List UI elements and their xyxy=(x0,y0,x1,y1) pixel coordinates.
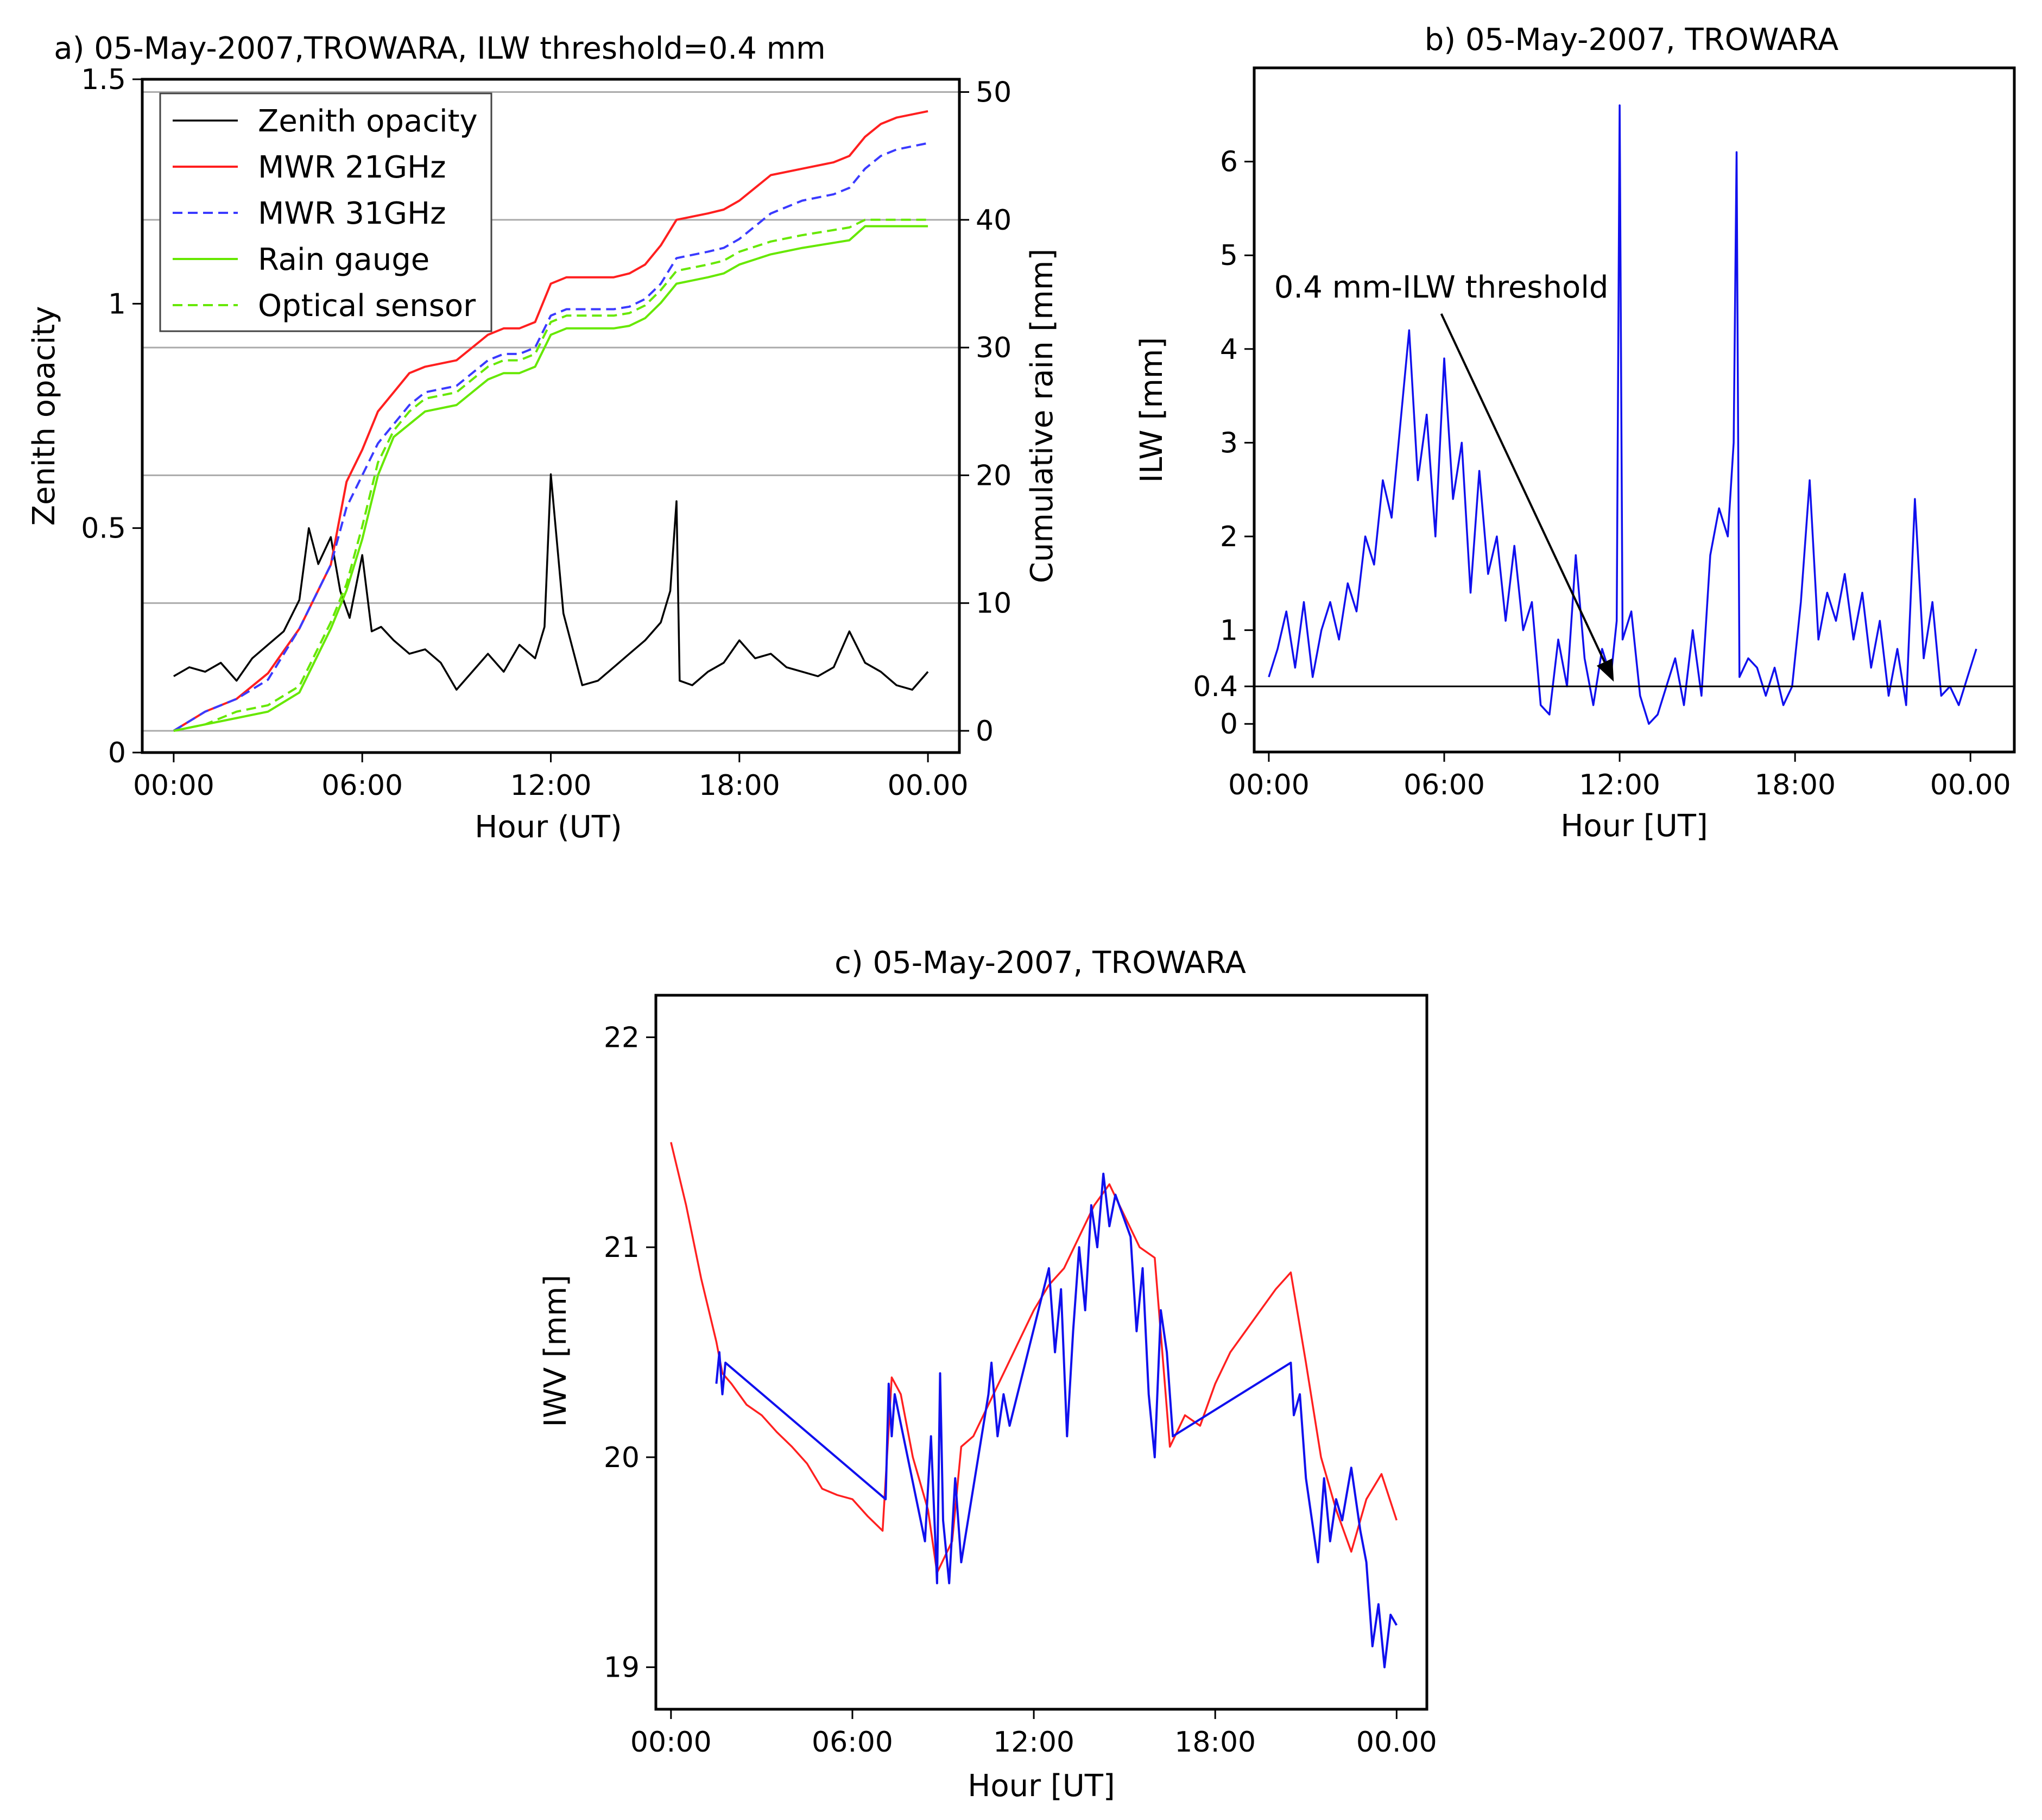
panel-c-xtick-tick-label-3: 18:00 xyxy=(1174,1726,1256,1759)
panel-b-frame xyxy=(1253,66,2016,754)
panel-a-ytick-tick-label-0: 0 xyxy=(108,737,126,769)
legend-label-mwr-21ghz: MWR 21GHz xyxy=(258,150,446,185)
panel-b-series xyxy=(1268,104,1977,725)
series-ilw xyxy=(1268,104,1977,725)
panel-a-y2tick-tick-label-0: 0 xyxy=(976,715,994,748)
threshold-annotation: 0.4 mm-ILW threshold xyxy=(1274,270,1614,682)
legend-label-rain-gauge: Rain gauge xyxy=(258,242,429,277)
panel-a-xtick-tick-label-0: 00:00 xyxy=(133,769,214,802)
panel-a-left-axis: 0 0.5 1 1.5 xyxy=(81,64,142,769)
panel-a-ytick-tick-label-0-5: 0.5 xyxy=(81,513,126,545)
panel-c-xtick-tick-label-4: 00.00 xyxy=(1356,1726,1437,1759)
panel-b-xtick-tick-label-0: 00:00 xyxy=(1228,769,1310,801)
panel-b-ytick-tick-label-5: 5 xyxy=(1220,239,1238,272)
panel-c-xtick-tick-label-0: 00:00 xyxy=(630,1726,712,1759)
panel-a-ylabel: Zenith opacity xyxy=(27,306,62,526)
panel-a-y2label: Cumulative rain [mm] xyxy=(1025,249,1060,583)
legend-entry-zenith-opacity: Zenith opacity xyxy=(173,104,478,139)
panel-b-ytick-tick-label-0: 0 xyxy=(1220,708,1238,741)
series-mwr-21ghz xyxy=(173,110,928,732)
threshold-annotation-arrow xyxy=(1440,313,1606,663)
panel-b-ylabel: ILW [mm] xyxy=(1134,337,1169,483)
panel-a-title: a) 05-May-2007,TROWARA, ILW threshold=0.… xyxy=(54,31,825,66)
panel-b-xtick-tick-label-1: 06:00 xyxy=(1404,769,1485,801)
panel-c-ytick-tick-label-19: 19 xyxy=(604,1652,640,1684)
panel-a-xlabel: Hour (UT) xyxy=(475,810,622,845)
panel-c-xtick-tick-label-2: 12:00 xyxy=(993,1726,1074,1759)
panel-a-xtick-tick-label-2: 12:00 xyxy=(510,769,592,802)
panel-a-y2tick-tick-label-10: 10 xyxy=(976,587,1011,620)
panel-b-xtick-tick-label-2: 12:00 xyxy=(1579,769,1660,801)
legend-entry-mwr-21ghz: MWR 21GHz xyxy=(173,150,446,185)
legend-label-optical-sensor: Optical sensor xyxy=(258,288,476,324)
legend-entry-mwr-31ghz: MWR 31GHz xyxy=(173,196,446,231)
panel-c-ytick-tick-label-21: 21 xyxy=(604,1231,640,1264)
series-zenith-opacity xyxy=(173,473,929,691)
panel-b: b) 05-May-2007, TROWARA 0.4 mm-ILW thres… xyxy=(1134,22,2016,844)
panel-c-ylabel: IWV [mm] xyxy=(538,1275,573,1427)
panel-c-x-axis: 00:00 06:00 12:00 18:00 00.00 xyxy=(630,1709,1437,1759)
panel-b-ytick-tick-label-0-4: 0.4 xyxy=(1193,671,1238,703)
panel-a-x-axis: 00:00 06:00 12:00 18:00 00.00 xyxy=(133,753,969,802)
legend-label-zenith-opacity: Zenith opacity xyxy=(258,104,478,139)
panel-b-ytick-tick-label-4: 4 xyxy=(1220,333,1238,366)
panel-a-legend: Zenith opacity MWR 21GHz MWR 31GHz Rain … xyxy=(159,92,492,332)
panel-c-title: c) 05-May-2007, TROWARA xyxy=(834,945,1246,981)
panel-a-y2tick-tick-label-30: 30 xyxy=(976,332,1011,364)
panel-c-frame xyxy=(654,994,1428,1711)
series-iwv-clear xyxy=(670,1142,1398,1574)
panel-a-xtick-tick-label-4: 00.00 xyxy=(888,769,969,802)
panel-a-ytick-tick-label-1-5: 1.5 xyxy=(81,64,126,96)
panel-b-ytick-tick-label-1: 1 xyxy=(1220,615,1238,647)
panel-a: a) 05-May-2007,TROWARA, ILW threshold=0.… xyxy=(27,31,1060,845)
panel-a-y2tick-tick-label-40: 40 xyxy=(976,204,1011,237)
threshold-annotation-arrowhead xyxy=(1596,658,1614,682)
panel-c: c) 05-May-2007, TROWARA 19 20 21 22 00:00 06… xyxy=(538,945,1437,1804)
panel-a-xtick-tick-label-1: 06:00 xyxy=(321,769,403,802)
panel-b-xtick-tick-label-4: 00.00 xyxy=(1930,769,2011,801)
legend-box xyxy=(159,92,492,332)
panel-b-ytick-tick-label-6: 6 xyxy=(1220,146,1238,179)
panel-c-ytick-tick-label-22: 22 xyxy=(604,1021,640,1054)
series-rain-gauge xyxy=(173,225,928,732)
panel-b-ytick-tick-label-3: 3 xyxy=(1220,427,1238,459)
panel-a-series xyxy=(173,110,929,732)
panel-a-ytick-tick-label-1: 1 xyxy=(108,288,126,320)
legend-label-mwr-31ghz: MWR 31GHz xyxy=(258,196,446,231)
panel-c-series xyxy=(670,1142,1398,1669)
panel-a-xtick-tick-label-3: 18:00 xyxy=(699,769,780,802)
panel-c-ytick-tick-label-20: 20 xyxy=(604,1442,640,1474)
panel-a-y2tick-tick-label-20: 20 xyxy=(976,459,1011,492)
panel-b-x-axis: 00:00 06:00 12:00 18:00 00.00 xyxy=(1228,752,2011,801)
legend-entry-rain-gauge: Rain gauge xyxy=(173,242,429,277)
panel-b-y-axis: 0 0.4 1 2 3 4 5 6 xyxy=(1193,146,1254,741)
series-iwv-cloudy xyxy=(715,1172,1398,1669)
panel-a-y2tick-tick-label-50: 50 xyxy=(976,77,1011,109)
legend-entry-optical-sensor: Optical sensor xyxy=(173,288,476,324)
panel-b-xtick-tick-label-3: 18:00 xyxy=(1754,769,1836,801)
panel-c-xlabel: Hour [UT] xyxy=(968,1768,1115,1804)
panel-b-title: b) 05-May-2007, TROWARA xyxy=(1425,22,1839,58)
panel-b-xlabel: Hour [UT] xyxy=(1560,808,1708,844)
threshold-annotation-text: 0.4 mm-ILW threshold xyxy=(1274,270,1609,305)
panel-b-ytick-tick-label-2: 2 xyxy=(1220,521,1238,553)
panel-c-y-axis: 19 20 21 22 xyxy=(604,1021,656,1684)
panel-c-xtick-tick-label-1: 06:00 xyxy=(812,1726,893,1759)
panel-a-right-axis: 0 10 20 30 40 50 xyxy=(959,77,1011,748)
